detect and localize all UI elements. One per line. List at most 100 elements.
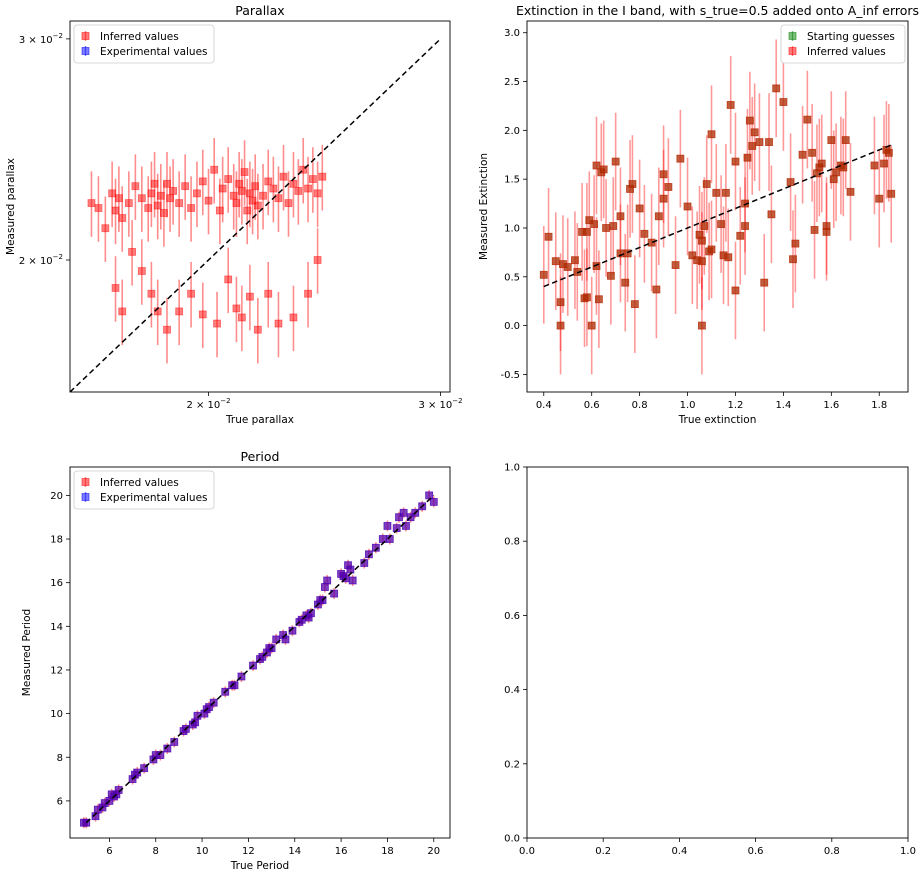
- data-point: [204, 196, 213, 205]
- data-point: [101, 224, 110, 233]
- inferred-point: [616, 212, 625, 221]
- x-tick-label: 1.2: [728, 400, 744, 411]
- y-tick-label: 0.2: [504, 759, 520, 770]
- data-point: [299, 165, 308, 174]
- inferred-point: [880, 159, 888, 168]
- inferred-point: [798, 150, 807, 159]
- inferred-point: [698, 321, 706, 330]
- inferred-point: [829, 175, 838, 184]
- data-point: [150, 179, 159, 188]
- inferred-point: [659, 170, 668, 179]
- experimental-point: [346, 565, 355, 574]
- identity-reference-line: [70, 38, 442, 392]
- experimental-point: [360, 559, 369, 567]
- data-point: [124, 199, 133, 207]
- data-point: [147, 189, 156, 198]
- inferred-point: [841, 136, 850, 145]
- data-point: [313, 189, 322, 198]
- axes-frame: [69, 466, 451, 839]
- legend-label: Starting guesses: [807, 31, 895, 43]
- data-point: [243, 206, 252, 215]
- inferred-point: [647, 238, 656, 247]
- inferred-point: [664, 183, 673, 191]
- data-point: [232, 304, 241, 313]
- inferred-point: [779, 98, 788, 106]
- inferred-point: [700, 222, 709, 230]
- data-point: [175, 307, 184, 316]
- inferred-point: [654, 212, 663, 221]
- data-point: [235, 179, 244, 188]
- data-point: [175, 199, 184, 207]
- x-axis-label: True parallax: [225, 414, 294, 426]
- y-tick-label: 20: [50, 491, 63, 502]
- axes-frame: [69, 20, 451, 393]
- x-tick-label: 12: [242, 846, 255, 857]
- y-tick-label: 0.6: [504, 611, 520, 622]
- inferred-point: [676, 154, 685, 163]
- data-point: [294, 187, 303, 195]
- x-tick-label: 0.4: [536, 400, 552, 411]
- inferred-point: [748, 142, 757, 150]
- inferred-point: [556, 321, 565, 330]
- data-point: [94, 204, 103, 212]
- inferred-point: [875, 194, 884, 203]
- x-tick-label: 0.0: [519, 846, 535, 857]
- experimental-point: [156, 751, 165, 759]
- inferred-point: [578, 227, 587, 236]
- data-point: [193, 189, 201, 198]
- y-tick-label: 3 × 10−2: [19, 32, 63, 46]
- y-tick-label: 14: [50, 622, 63, 633]
- data-point: [213, 319, 221, 328]
- x-tick-label: 6: [106, 846, 112, 857]
- x-tick-label: 0.8: [632, 400, 648, 411]
- inferred-point: [594, 295, 603, 304]
- legend-item: Inferred values: [788, 46, 886, 58]
- data-point: [198, 310, 207, 319]
- y-tick-label: 0.0: [504, 321, 520, 332]
- chart-title: Period: [241, 449, 280, 464]
- inferred-point: [688, 251, 697, 260]
- experimental-point: [140, 764, 149, 773]
- experimental-point: [258, 652, 267, 661]
- inferred-point: [683, 202, 692, 211]
- data-point: [284, 199, 293, 207]
- x-tick-label: 1.0: [900, 846, 916, 857]
- experimental-point: [383, 522, 392, 530]
- parallax-plot: 2 × 10−2 3 × 10−22 × 10−23 × 10−2Parallax…: [5, 3, 463, 426]
- period-plot: 6 8 10 12 14 16 18 20 6 8 10 12 14 16 18 20 Period True P…: [21, 449, 451, 872]
- experimental-point: [399, 508, 408, 517]
- data-point: [131, 182, 140, 191]
- legend-label: Experimental values: [100, 46, 208, 58]
- inferred-point: [628, 180, 637, 188]
- experimental-point: [365, 550, 373, 559]
- x-tick-label: 14: [288, 846, 301, 857]
- x-tick-label: 0.6: [584, 400, 600, 411]
- inferred-point: [791, 239, 800, 248]
- inferred-point: [817, 159, 826, 168]
- data-point: [187, 289, 195, 298]
- data-point: [224, 175, 233, 183]
- data-point: [187, 204, 195, 212]
- inferred-point: [652, 285, 661, 294]
- x-tick-exponent: −2: [452, 397, 462, 405]
- inferred-point: [832, 168, 841, 177]
- inferred-point: [760, 278, 769, 287]
- legend-marker: [788, 47, 797, 55]
- data-point: [198, 177, 207, 186]
- x-tick-label: 0.2: [595, 846, 611, 857]
- data-point: [304, 289, 312, 298]
- y-tick-label: 0.5: [504, 272, 520, 283]
- extinction-plot: 0.4 0.6 0.8 1.0 1.2 1.4 1.6 1.8 -0.5 0.0 0.5 1.0 1.5…: [478, 3, 919, 426]
- data-point: [259, 191, 267, 200]
- data-point: [229, 191, 238, 200]
- experimental-point: [237, 672, 246, 681]
- data-point: [264, 177, 273, 186]
- data-point: [237, 187, 246, 195]
- experimental-point: [288, 626, 297, 635]
- data-point: [215, 206, 224, 215]
- inferred-point: [602, 224, 610, 232]
- data-point: [153, 201, 162, 210]
- inferred-point: [621, 278, 630, 287]
- legend-marker: [788, 32, 797, 40]
- experimental-point: [205, 703, 213, 711]
